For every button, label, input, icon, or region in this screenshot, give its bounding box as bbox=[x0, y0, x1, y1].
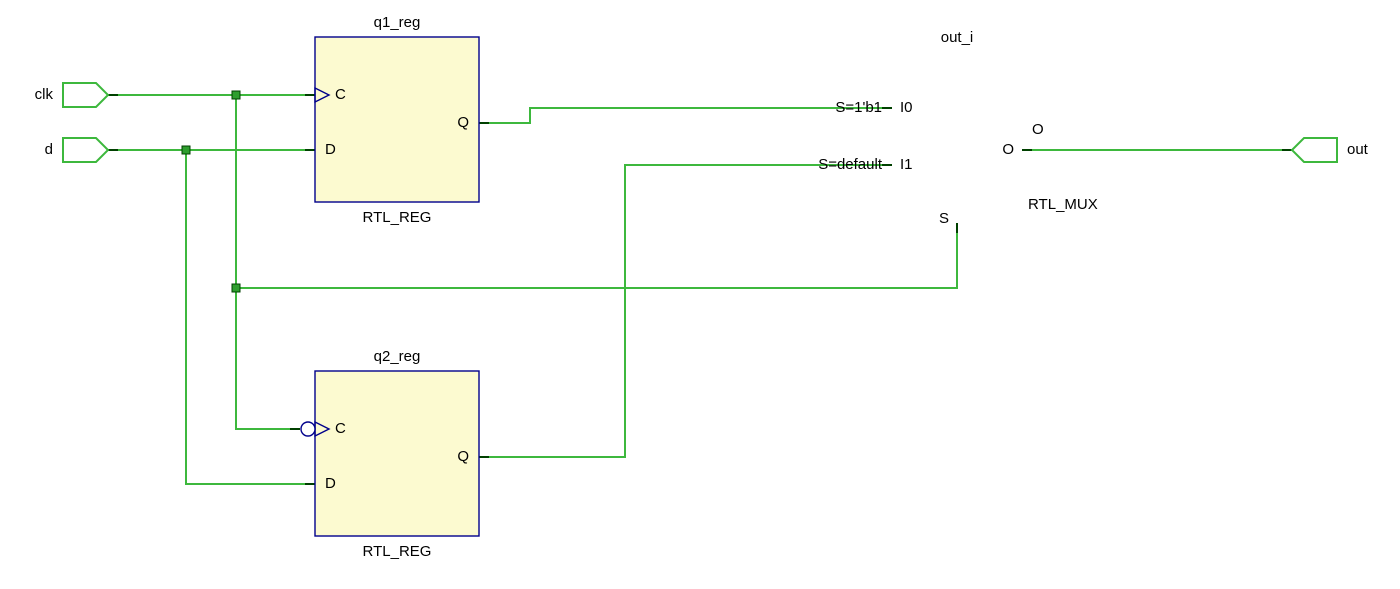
pin-mux-I1-ext: S=default bbox=[818, 156, 883, 173]
rtl-schematic: q1_reg RTL_REG C D Qq2_reg RTL_REG C D Qout_i RTL… bbox=[0, 0, 1400, 589]
pin-q2_reg-Q: Q bbox=[457, 448, 469, 465]
pin-mux-I0-ext: S=1'b1 bbox=[835, 99, 882, 116]
block-q1_reg bbox=[315, 37, 479, 202]
block-q1_reg-title: q1_reg bbox=[374, 14, 421, 31]
port-d bbox=[63, 138, 108, 162]
pin-q1_reg-Q: Q bbox=[457, 114, 469, 131]
wire-clk-to-S bbox=[236, 223, 957, 288]
wires-layer bbox=[108, 95, 1292, 484]
port-clk bbox=[63, 83, 108, 107]
port-d-label: d bbox=[45, 141, 53, 158]
port-out-label: out bbox=[1347, 141, 1369, 158]
wire-clk-branch-down-q2C bbox=[236, 95, 300, 429]
pin-mux-I0: I0 bbox=[900, 99, 913, 116]
pin-q1_reg-C: C bbox=[335, 86, 346, 103]
port-out bbox=[1292, 138, 1337, 162]
pin-q2_reg-C: C bbox=[335, 420, 346, 437]
pin-q2_reg-D: D bbox=[325, 475, 336, 492]
wire-q1Q-to-I0 bbox=[479, 108, 892, 123]
block-mux-type: RTL_MUX bbox=[1028, 196, 1098, 213]
wire-d-branch-down-q2D bbox=[186, 150, 315, 484]
block-q2_reg-type: RTL_REG bbox=[363, 543, 432, 560]
pin-mux-O: O bbox=[1032, 121, 1044, 138]
block-q2_reg-title: q2_reg bbox=[374, 348, 421, 365]
junction-dot bbox=[182, 146, 190, 154]
pin-mux-I1: I1 bbox=[900, 156, 913, 173]
pin-mux-O: O bbox=[1002, 141, 1014, 158]
block-q2_reg bbox=[301, 371, 479, 536]
port-clk-label: clk bbox=[35, 86, 54, 103]
wire-q2Q-to-I1 bbox=[479, 165, 892, 457]
junction-dot bbox=[232, 284, 240, 292]
block-q1_reg-type: RTL_REG bbox=[363, 209, 432, 226]
pin-mux-S: S bbox=[939, 210, 949, 227]
block-mux-title: out_i bbox=[941, 29, 974, 46]
pin-q1_reg-D: D bbox=[325, 141, 336, 158]
junction-dot bbox=[232, 91, 240, 99]
